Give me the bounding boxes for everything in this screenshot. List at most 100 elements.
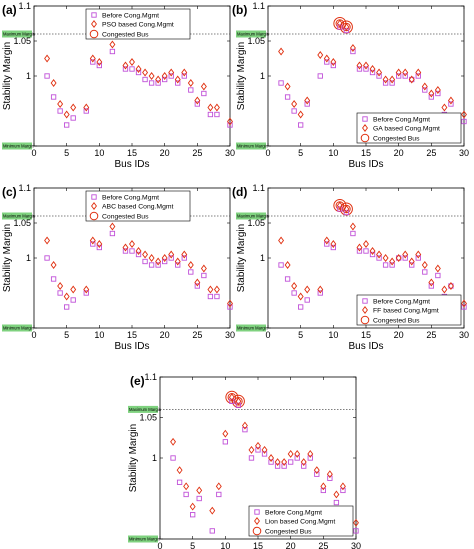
legend-congested-marker bbox=[89, 211, 99, 221]
y-tick-label: 1.1 bbox=[18, 1, 31, 11]
before-point bbox=[314, 471, 320, 477]
after-point bbox=[155, 257, 162, 266]
x-axis-label: Bus IDs bbox=[348, 159, 383, 170]
after-point bbox=[63, 292, 70, 301]
before-point bbox=[188, 87, 194, 93]
after-point bbox=[215, 482, 222, 491]
after-point bbox=[304, 96, 311, 105]
after-point bbox=[207, 285, 214, 294]
after-point bbox=[447, 282, 454, 290]
after-point bbox=[307, 449, 314, 458]
legend-before-marker bbox=[362, 116, 368, 122]
after-point bbox=[241, 421, 248, 430]
minimum-margin-tag bbox=[236, 142, 266, 150]
after-point bbox=[255, 441, 261, 450]
after-point bbox=[376, 250, 383, 259]
x-tick-label: 5 bbox=[64, 148, 69, 158]
after-point bbox=[408, 257, 415, 266]
after-point bbox=[194, 96, 201, 105]
after-point bbox=[382, 75, 389, 84]
y-axis-label: Stability Margin bbox=[128, 424, 139, 492]
minimum-margin-tag bbox=[236, 324, 266, 332]
minimum-margin-tag bbox=[2, 142, 32, 150]
before-point bbox=[281, 463, 287, 469]
maximum-margin-tag bbox=[128, 405, 158, 413]
before-point bbox=[409, 262, 415, 268]
before-point bbox=[288, 459, 294, 465]
after-point bbox=[248, 445, 255, 454]
before-point bbox=[207, 293, 214, 300]
before-point bbox=[175, 262, 181, 268]
y-tick-label: 1.05 bbox=[247, 218, 265, 228]
after-point bbox=[109, 40, 116, 49]
before-point bbox=[83, 290, 89, 296]
after-point bbox=[287, 449, 294, 458]
x-tick-label: 10 bbox=[94, 330, 104, 340]
y-tick-label: 1.1 bbox=[18, 183, 31, 193]
before-point bbox=[135, 251, 142, 258]
after-point bbox=[142, 68, 149, 77]
before-point bbox=[44, 73, 50, 79]
after-point bbox=[349, 222, 356, 231]
before-point bbox=[330, 244, 336, 251]
before-point bbox=[402, 73, 408, 79]
before-point bbox=[448, 101, 454, 107]
after-point bbox=[434, 86, 441, 94]
before-point bbox=[320, 487, 326, 494]
before-point bbox=[376, 73, 382, 79]
after-point bbox=[207, 103, 214, 112]
before-point bbox=[148, 80, 155, 86]
after-point bbox=[168, 68, 175, 77]
after-point bbox=[353, 518, 359, 527]
after-point bbox=[170, 437, 177, 446]
before-point bbox=[235, 402, 242, 408]
before-point bbox=[363, 66, 369, 72]
x-tick-label: 15 bbox=[361, 330, 371, 340]
panel-label: (b) bbox=[232, 3, 247, 17]
after-point bbox=[227, 117, 233, 126]
y-tick-label: 1.05 bbox=[139, 413, 157, 423]
y-tick-label: 1 bbox=[260, 71, 265, 81]
legend-congested-marker bbox=[360, 133, 370, 143]
after-point bbox=[135, 65, 142, 73]
after-point bbox=[281, 458, 288, 467]
legend-box bbox=[356, 294, 462, 326]
before-point bbox=[389, 262, 395, 268]
after-point bbox=[274, 458, 281, 467]
after-point bbox=[268, 454, 275, 462]
x-tick-label: 25 bbox=[192, 148, 202, 158]
after-point bbox=[336, 19, 343, 28]
x-tick-label: 25 bbox=[426, 148, 436, 158]
before-point bbox=[350, 230, 356, 237]
after-point bbox=[129, 58, 135, 66]
before-point bbox=[194, 101, 200, 107]
after-point bbox=[57, 282, 64, 290]
x-tick-label: 30 bbox=[225, 330, 235, 340]
maximum-margin-label: Maximum Margin bbox=[237, 32, 270, 37]
after-point bbox=[278, 47, 285, 56]
x-tick-label: 0 bbox=[157, 541, 162, 549]
x-tick-label: 0 bbox=[31, 330, 36, 340]
before-point bbox=[142, 76, 148, 83]
after-point bbox=[336, 201, 343, 210]
x-tick-label: 10 bbox=[220, 541, 230, 549]
before-point bbox=[376, 255, 382, 261]
legend-congested-marker bbox=[252, 526, 262, 536]
after-point bbox=[278, 236, 285, 245]
before-point bbox=[227, 304, 233, 310]
after-point bbox=[135, 247, 142, 255]
legend-after-label: Lion based Cong.Mgmt bbox=[265, 519, 335, 526]
after-point bbox=[402, 68, 409, 77]
x-tick-label: 0 bbox=[265, 148, 270, 158]
before-point bbox=[90, 241, 96, 247]
after-point bbox=[44, 54, 51, 63]
before-point bbox=[214, 293, 220, 300]
panel-label: (a) bbox=[2, 3, 17, 17]
x-tick-label: 10 bbox=[328, 330, 338, 340]
before-point bbox=[190, 512, 196, 518]
legend-after-marker bbox=[91, 20, 97, 28]
after-point bbox=[228, 393, 235, 402]
x-tick-label: 10 bbox=[94, 148, 104, 158]
after-point bbox=[428, 89, 435, 98]
